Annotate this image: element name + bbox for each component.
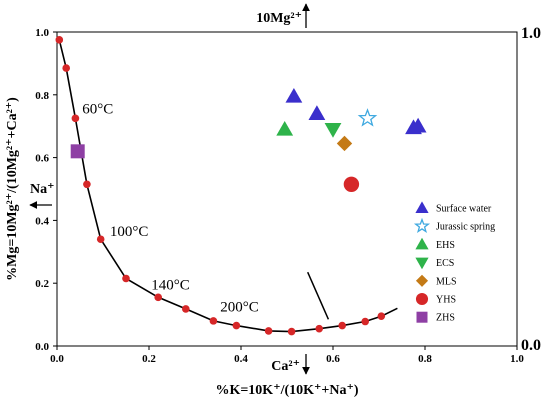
mls-point-0 — [336, 135, 353, 152]
temperature-label-3: 200°C — [220, 299, 259, 315]
legend-label-zhs: ZHS — [436, 313, 455, 324]
jurassic-spring-point-0 — [357, 108, 378, 127]
surface-water-point-1 — [308, 105, 326, 120]
surface-water-point-0 — [285, 87, 303, 103]
x-axis-title: %K=10K⁺/(10K⁺+Na⁺) — [215, 383, 358, 398]
curve-point-5 — [122, 274, 130, 283]
curve-point-4 — [96, 235, 105, 244]
y-tick-label-0: 0.0 — [35, 341, 49, 353]
curve-point-6 — [154, 293, 162, 302]
legend-label-surface-water: Surface water — [436, 204, 492, 215]
curve-point-7 — [182, 305, 190, 313]
legend-label-mls: MLS — [436, 276, 457, 287]
y-axis-title: %Mg=10Mg²⁺/(10Mg²⁺+Ca²⁺) — [5, 97, 20, 281]
x-tick-label-3: 0.6 — [326, 353, 340, 365]
ehs-point-0 — [276, 120, 294, 136]
legend-marker-jurassic-spring — [413, 217, 431, 234]
ticks-layer: 0.0 0.2 0.4 0.6 0.8 1.00.00.20.40.60.81.0 1.00… — [35, 25, 541, 365]
surface-water-point-3 — [409, 117, 427, 133]
data-points-layer — [70, 87, 427, 192]
right-tick-bottom: 0.0 — [521, 337, 541, 354]
top-corner-label: 10Mg²⁺ — [256, 11, 302, 26]
y-tick-label-3: 0.6 — [35, 153, 49, 165]
legend: Surface water Jurassic spring EHS ECS MLS YHS… — [413, 201, 495, 324]
legend-label-ecs: ECS — [436, 258, 454, 269]
curve-point-2 — [71, 114, 80, 123]
y-tick-label-5: 1.0 — [35, 27, 49, 39]
curve-point-13 — [338, 321, 347, 330]
curve-point-12 — [315, 324, 324, 333]
legend-marker-yhs — [415, 292, 429, 306]
equilibrium-curve-layer — [55, 36, 398, 336]
curve-point-0 — [55, 36, 64, 44]
legend-label-yhs: YHS — [436, 295, 456, 306]
legend-marker-ehs — [415, 237, 429, 250]
legend-label-jurassic-spring: Jurassic spring — [436, 222, 495, 233]
x-tick-label-4: 0.8 — [418, 353, 432, 365]
plot-frame — [56, 31, 518, 347]
curve-point-1 — [62, 64, 70, 72]
legend-marker-mls — [415, 274, 429, 287]
curve-point-14 — [361, 317, 370, 326]
bottom-corner-label: Ca²⁺ — [271, 359, 300, 374]
right-tick-top: 1.0 — [521, 25, 541, 42]
legend-marker-ecs — [415, 257, 429, 270]
legend-label-ehs: EHS — [436, 240, 455, 251]
left-corner-label: Na⁺ — [30, 182, 55, 197]
y-tick-label-2: 0.4 — [35, 215, 49, 227]
yhs-point-0 — [343, 176, 360, 192]
ecs-point-0 — [324, 123, 342, 138]
legend-marker-surface-water — [415, 201, 429, 213]
x-tick-label-0: 0.0 — [50, 353, 64, 365]
temperature-label-1: 100°C — [110, 224, 149, 240]
y-tick-label-1: 0.2 — [35, 278, 49, 290]
x-tick-label-2: 0.4 — [234, 353, 248, 365]
curve-point-10 — [264, 327, 273, 335]
y-tick-label-4: 0.8 — [35, 90, 49, 102]
legend-marker-zhs — [416, 311, 428, 323]
curve-point-8 — [209, 317, 218, 325]
curve-point-15 — [377, 312, 386, 320]
curve-point-11 — [287, 327, 296, 336]
tangent-line — [307, 271, 330, 320]
temperature-label-0: 60°C — [82, 102, 113, 118]
zhs-point-0 — [70, 144, 85, 159]
x-tick-label-5: 1.0 — [510, 353, 524, 365]
labels-layer: 10Mg²⁺ Na⁺ Ca²⁺ %K=10K⁺/(10K⁺+Na⁺) %Mg=10Mg²… — [5, 3, 359, 398]
temperature-label-2: 140°C — [151, 277, 190, 293]
curve-point-9 — [232, 321, 241, 330]
curve-point-3 — [83, 180, 91, 189]
x-tick-label-1: 0.2 — [142, 353, 156, 365]
